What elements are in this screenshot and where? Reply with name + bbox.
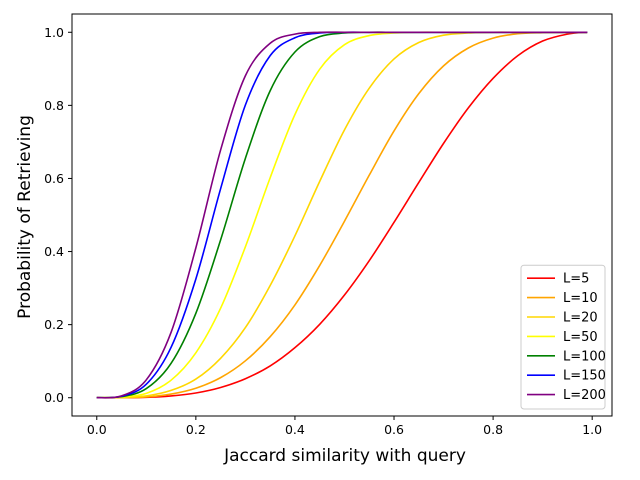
series-lines <box>96 31 588 399</box>
legend-label: L=5 <box>563 272 589 287</box>
legend: L=5 L=10 L=20 L=50 L=100 L=150 L=200 <box>520 264 606 410</box>
y-tick-label: 0.8 <box>44 98 64 113</box>
plot-frame <box>71 13 613 417</box>
legend-label: L=100 <box>563 349 606 364</box>
x-tick-label: 1.0 <box>582 422 602 437</box>
series-line-l-200 <box>96 31 588 399</box>
legend-box <box>520 264 606 410</box>
x-axis-ticks: 0.0 0.2 0.4 0.6 0.8 1.0 <box>87 416 602 437</box>
y-axis-ticks: 0.0 0.2 0.4 0.6 0.8 1.0 <box>44 25 72 405</box>
y-tick-label: 0.0 <box>44 390 64 405</box>
x-tick-label: 0.4 <box>285 422 305 437</box>
y-axis-title: Probability of Retrieving <box>15 115 35 319</box>
series-line-l-5 <box>96 31 588 399</box>
legend-label: L=150 <box>563 369 606 384</box>
y-tick-label: 1.0 <box>44 25 64 40</box>
x-tick-label: 0.8 <box>483 422 503 437</box>
legend-label: L=10 <box>563 291 598 306</box>
y-tick-label: 0.4 <box>44 244 64 259</box>
x-tick-label: 0.6 <box>384 422 404 437</box>
legend-label: L=20 <box>563 311 598 326</box>
y-tick-label: 0.2 <box>44 317 64 332</box>
legend-label: L=200 <box>563 388 606 403</box>
x-tick-label: 0.0 <box>87 422 107 437</box>
series-line-l-10 <box>96 31 588 399</box>
y-tick-label: 0.6 <box>44 171 64 186</box>
x-axis-title: Jaccard similarity with query <box>223 446 466 466</box>
legend-label: L=50 <box>563 330 598 345</box>
x-tick-label: 0.2 <box>186 422 206 437</box>
